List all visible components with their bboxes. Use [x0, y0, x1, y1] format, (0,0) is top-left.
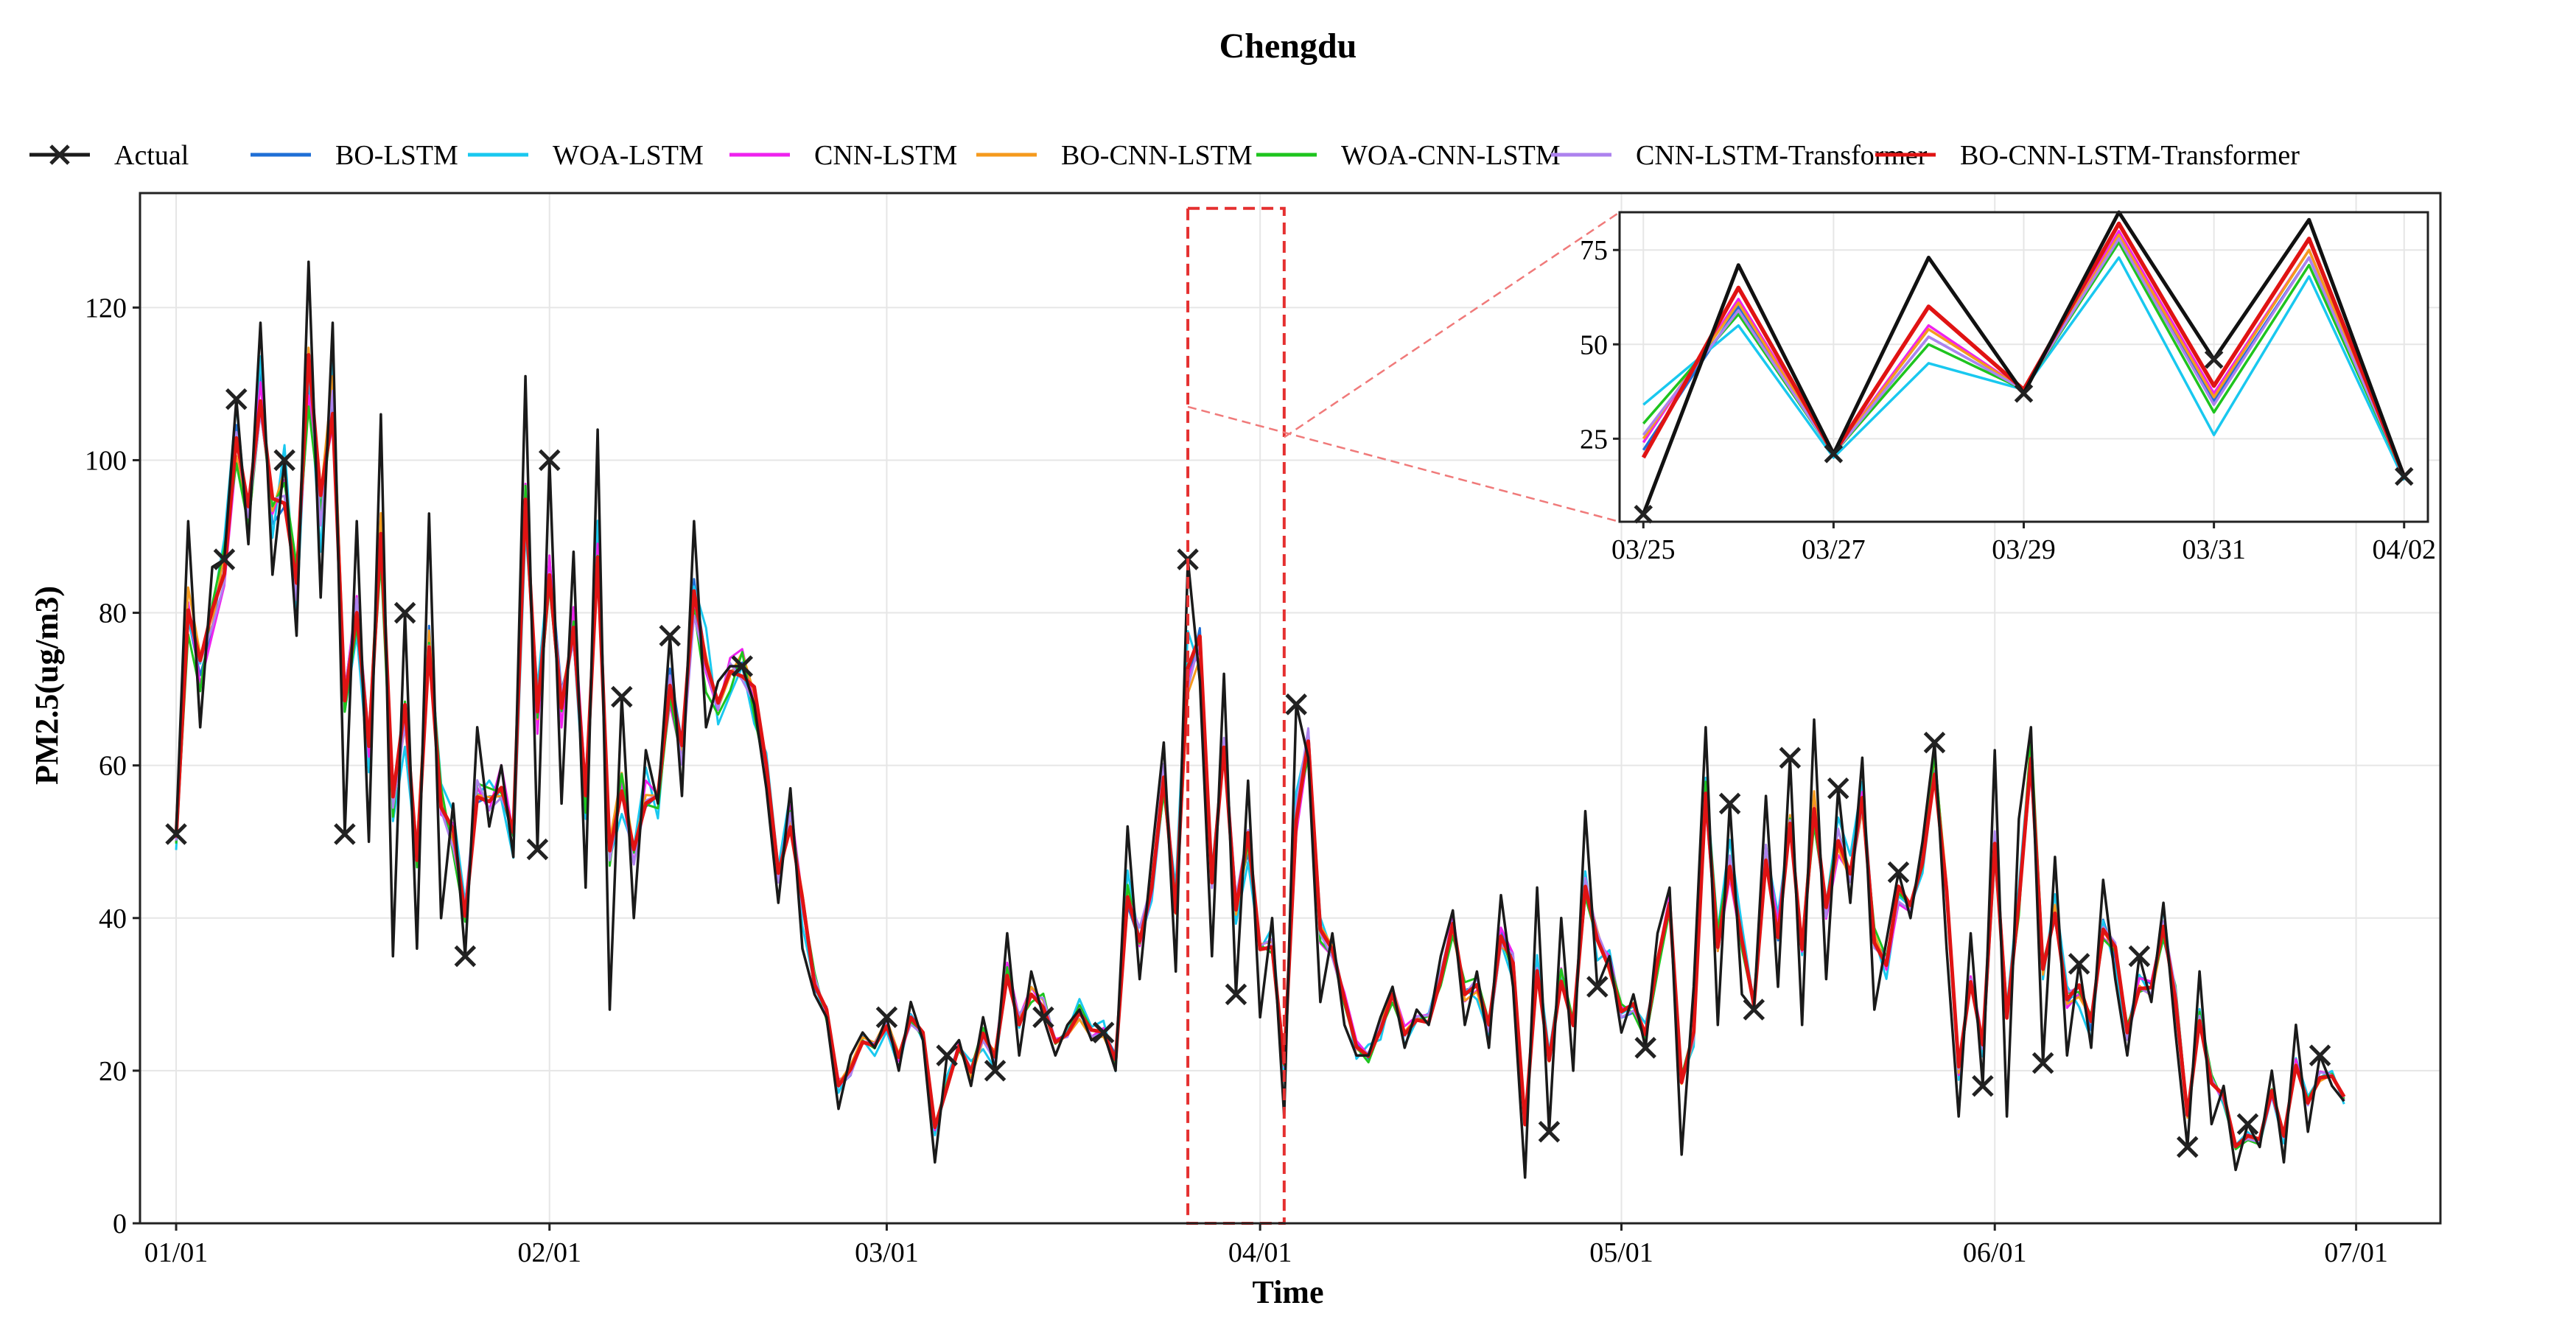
- inset-x-tick-label: 03/29: [1992, 534, 2056, 565]
- x-tick-label: 01/01: [144, 1237, 209, 1268]
- y-tick-label: 60: [99, 751, 127, 782]
- zoom-box: [1186, 206, 1286, 1226]
- legend-label: BO-LSTM: [335, 140, 458, 171]
- x-tick-label: 07/01: [2324, 1237, 2388, 1268]
- actual-marker: [393, 601, 416, 624]
- series-group: [174, 346, 2346, 1150]
- x-tick-label: 03/01: [855, 1237, 919, 1268]
- actual-marker: [875, 1006, 898, 1029]
- actual-marker: [2236, 1113, 2259, 1136]
- actual-marker: [1285, 693, 1307, 716]
- y-tick-label: 100: [85, 445, 127, 476]
- y-tick-label: 20: [99, 1056, 127, 1087]
- zoom-connector: [1187, 405, 1620, 523]
- actual-marker: [526, 838, 549, 861]
- inset-y-tick-label: 50: [1580, 329, 1608, 360]
- legend-label: Actual: [114, 140, 189, 171]
- legend-label: WOA-LSTM: [553, 140, 704, 171]
- x-tick-label: 06/01: [1963, 1237, 2027, 1268]
- legend-item-actual: Actual: [29, 140, 189, 171]
- actual-marker: [659, 624, 681, 647]
- actual-marker: [2128, 945, 2151, 968]
- inset-actual-marker: [2204, 349, 2224, 369]
- actual-marker: [2309, 1044, 2331, 1066]
- zoom-connector: [1284, 211, 1620, 438]
- legend-label: CNN-LSTM: [814, 140, 957, 171]
- inset-x-tick-label: 04/02: [2372, 534, 2436, 565]
- actual-marker: [1538, 1120, 1561, 1143]
- actual-marker: [225, 388, 248, 410]
- actual-marker: [454, 945, 477, 968]
- actual-marker: [1225, 983, 1247, 1006]
- actual-marker: [936, 1044, 958, 1066]
- inset-actual-marker: [1824, 444, 1844, 464]
- actual-marker: [2176, 1136, 2199, 1158]
- legend-label: BO-CNN-LSTM: [1061, 140, 1253, 171]
- inset-plot: 25 50 75 03/25 03/27 03/29 03/31 04/02: [1187, 210, 2436, 565]
- actual-marker: [984, 1060, 1007, 1082]
- actual-marker: [334, 823, 356, 845]
- actual-marker: [1092, 1021, 1115, 1043]
- legend-item-bo-cnn-lstm: BO-CNN-LSTM: [976, 140, 1253, 171]
- actual-marker: [213, 548, 236, 570]
- actual-marker: [1718, 792, 1741, 815]
- actual-marker: [2068, 953, 2090, 975]
- legend-item-woa-cnn-lstm: WOA-CNN-LSTM: [1256, 140, 1561, 171]
- actual-marker: [731, 655, 754, 677]
- inset-actual-marker: [2394, 466, 2414, 486]
- actual-marker: [611, 685, 633, 708]
- x-tick-label: 02/01: [517, 1237, 581, 1268]
- inset-y-tick-label: 25: [1580, 424, 1608, 455]
- actual-marker: [1634, 1037, 1656, 1059]
- legend-item-bo-cnn-lstm-transformer: BO-CNN-LSTM-Transformer: [1875, 140, 2300, 171]
- inset-x-tick-label: 03/31: [2182, 534, 2246, 565]
- actual-marker: [1887, 861, 1910, 884]
- legend-item-woa-lstm: WOA-LSTM: [468, 140, 704, 171]
- x-tick-label: 05/01: [1589, 1237, 1653, 1268]
- actual-marker: [538, 449, 561, 472]
- legend-marker: [49, 144, 70, 165]
- plot-frame: [139, 192, 2442, 1225]
- y-tick-label: 120: [85, 293, 127, 324]
- actual-marker: [165, 823, 187, 845]
- actual-marker: [1923, 731, 1946, 754]
- actual-marker: [273, 449, 295, 472]
- x-axis-label: Time: [1253, 1274, 1324, 1310]
- inset-actual-marker: [1634, 504, 1653, 524]
- chart-title: Chengdu: [1219, 27, 1357, 66]
- actual-marker: [1972, 1074, 1994, 1097]
- actual-marker: [1586, 976, 1609, 998]
- legend-label: BO-CNN-LSTM-Transformer: [1960, 140, 2300, 171]
- legend-item-cnn-lstm-transformer: CNN-LSTM-Transformer: [1551, 140, 1928, 171]
- actual-marker: [2031, 1052, 2054, 1074]
- x-tick-label: 04/01: [1228, 1237, 1292, 1268]
- actual-marker: [1827, 777, 1849, 800]
- legend-item-bo-lstm: BO-LSTM: [251, 140, 458, 171]
- actual-marker: [1779, 747, 1802, 769]
- y-tick-label: 0: [113, 1209, 127, 1240]
- inset-y-tick-label: 75: [1580, 235, 1608, 266]
- inset-x-tick-label: 03/25: [1611, 534, 1676, 565]
- legend: Actual BO-LSTM WOA-LSTM CNN-LSTM BO-CNN-LSTM…: [29, 140, 2300, 171]
- y-axis-label: PM2.5(ug/m3): [29, 586, 65, 785]
- inset-x-tick-label: 03/27: [1802, 534, 1866, 565]
- inset-actual-marker: [2014, 384, 2034, 403]
- series-line-bo-cnn-lstm-transformer: [174, 353, 2346, 1149]
- actual-marker: [1743, 999, 1765, 1021]
- y-tick-label: 80: [99, 598, 127, 629]
- legend-item-cnn-lstm: CNN-LSTM: [729, 140, 957, 171]
- y-tick-label: 40: [99, 903, 127, 934]
- actual-marker: [1032, 1006, 1054, 1029]
- legend-label: WOA-CNN-LSTM: [1341, 140, 1561, 171]
